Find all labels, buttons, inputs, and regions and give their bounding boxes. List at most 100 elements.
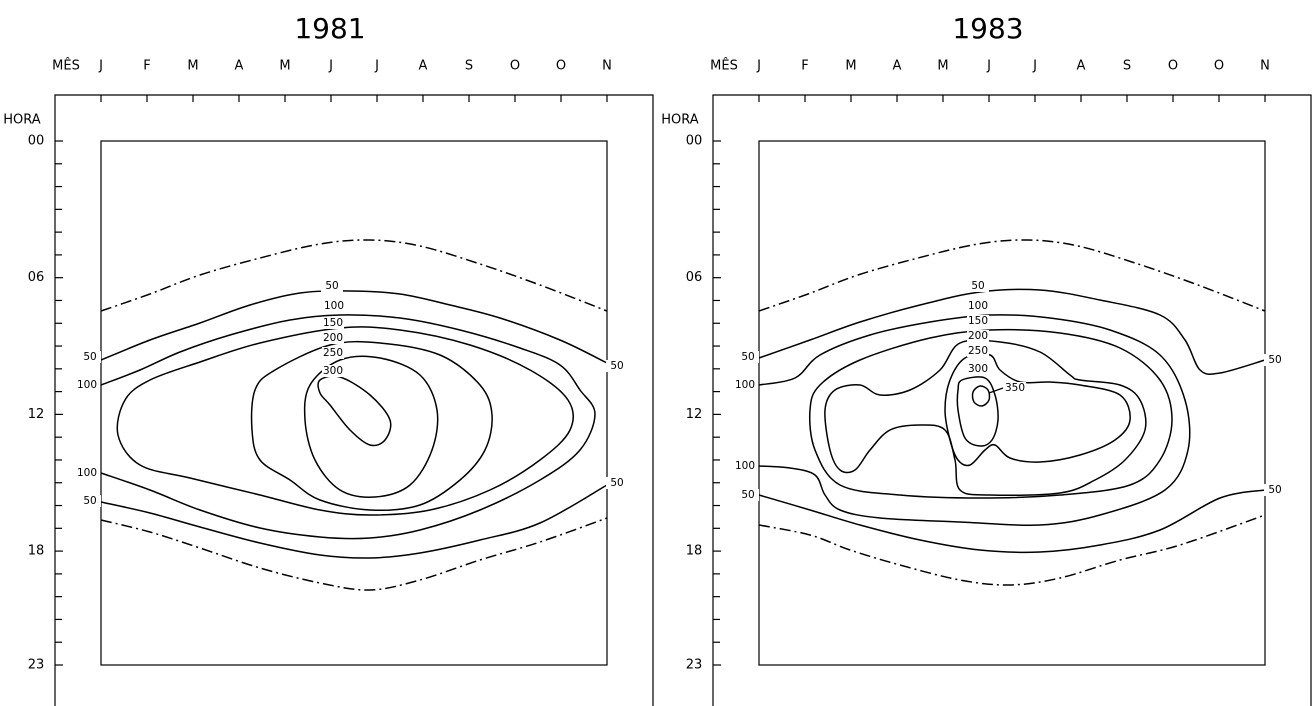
contour-line xyxy=(758,489,1266,554)
contour-line xyxy=(956,376,999,447)
label-bg xyxy=(1264,484,1286,496)
label-bg xyxy=(967,315,989,327)
x-tick-label: A xyxy=(893,59,902,74)
contour-label: 50 xyxy=(1268,354,1281,366)
x-tick-label: S xyxy=(465,59,473,74)
contour-label: 50 xyxy=(83,495,96,507)
x-tick-label: M xyxy=(937,59,948,74)
x-axis-label: MÊS xyxy=(710,58,738,74)
contour-line xyxy=(808,328,1173,499)
x-axis-label: MÊS xyxy=(52,58,80,74)
x-tick-label: N xyxy=(602,59,612,74)
label-bg xyxy=(322,365,344,377)
label-bg xyxy=(79,495,101,507)
label-bg xyxy=(322,347,344,359)
contour-label: 300 xyxy=(323,365,343,377)
y-axis-label: HORA xyxy=(3,113,41,128)
contour-line xyxy=(250,340,493,512)
label-bg xyxy=(323,300,345,312)
contour-label: 250 xyxy=(323,347,343,359)
x-tick-label: J xyxy=(328,59,333,74)
y-tick-label: 18 xyxy=(686,544,703,559)
label-bg xyxy=(1004,382,1026,394)
contour-label: 50 xyxy=(971,280,984,292)
x-tick-label: A xyxy=(1077,59,1086,74)
y-tick-label: 12 xyxy=(28,407,45,422)
x-tick-label: J xyxy=(986,59,991,74)
dash-dot-boundary xyxy=(100,239,608,312)
label-bg xyxy=(967,300,989,312)
chart-title: 1981 xyxy=(294,12,365,45)
axis-frame xyxy=(54,94,654,706)
contour-label: 150 xyxy=(323,317,343,329)
label-bg xyxy=(322,332,344,344)
y-tick-label: 00 xyxy=(28,134,45,149)
dash-dot-boundary xyxy=(758,239,1266,312)
contour-label: 100 xyxy=(735,460,755,472)
label-bg xyxy=(606,360,628,372)
contour-line xyxy=(317,375,392,447)
label-bg xyxy=(737,351,759,363)
x-tick-label: F xyxy=(801,59,808,74)
contour-label: 50 xyxy=(610,477,623,489)
x-tick-label: M xyxy=(845,59,856,74)
label-bg xyxy=(76,467,98,479)
contour-line xyxy=(100,314,596,540)
x-tick-label: M xyxy=(187,59,198,74)
dash-dot-boundary xyxy=(100,517,608,591)
x-tick-label: A xyxy=(419,59,428,74)
label-bg xyxy=(734,460,756,472)
label-bg xyxy=(737,489,759,501)
label-bg xyxy=(967,363,989,375)
label-bg xyxy=(76,379,98,391)
contour-label: 50 xyxy=(610,360,623,372)
label-bg xyxy=(321,280,343,292)
label-bg xyxy=(967,280,989,292)
label-bg xyxy=(734,379,756,391)
y-tick-label: 00 xyxy=(686,134,703,149)
y-tick-label: 06 xyxy=(28,270,45,285)
x-tick-label: M xyxy=(279,59,290,74)
x-tick-label: N xyxy=(1260,59,1270,74)
label-bg xyxy=(322,317,344,329)
contour-label: 50 xyxy=(741,351,754,363)
label-bg xyxy=(606,477,628,489)
contour-label: 50 xyxy=(325,280,338,292)
contour-line xyxy=(100,484,608,559)
contour-line xyxy=(100,290,608,364)
contour-line xyxy=(758,288,1266,375)
contour-label: 300 xyxy=(968,363,988,375)
plot-box xyxy=(758,140,1266,666)
contour-line xyxy=(758,314,1191,526)
x-tick-label: J xyxy=(374,59,379,74)
contour-label: 100 xyxy=(968,300,988,312)
chart-title: 1983 xyxy=(952,12,1023,45)
axis-frame xyxy=(712,94,1312,706)
contour-line xyxy=(303,355,439,498)
contour-label: 50 xyxy=(1268,484,1281,496)
contour-label: 50 xyxy=(741,489,754,501)
contour-label: 50 xyxy=(83,351,96,363)
x-tick-label: O xyxy=(1168,59,1178,74)
y-tick-label: 18 xyxy=(28,544,45,559)
x-tick-label: S xyxy=(1123,59,1131,74)
contour-label: 100 xyxy=(324,300,344,312)
x-tick-label: J xyxy=(756,59,761,74)
x-tick-label: A xyxy=(235,59,244,74)
label-bg xyxy=(79,351,101,363)
plot-box xyxy=(100,140,608,666)
label-bg xyxy=(1264,354,1286,366)
contour-line xyxy=(971,385,991,407)
y-tick-label: 12 xyxy=(686,407,703,422)
contour-label: 100 xyxy=(77,467,97,479)
contour-label: 350 xyxy=(1005,382,1025,394)
y-tick-label: 23 xyxy=(28,658,45,673)
x-tick-label: J xyxy=(98,59,103,74)
y-tick-label: 23 xyxy=(686,658,703,673)
contour-line xyxy=(116,326,575,516)
leader-line xyxy=(988,387,1004,394)
x-tick-label: O xyxy=(1214,59,1224,74)
x-tick-label: J xyxy=(1032,59,1037,74)
label-bg xyxy=(967,345,989,357)
